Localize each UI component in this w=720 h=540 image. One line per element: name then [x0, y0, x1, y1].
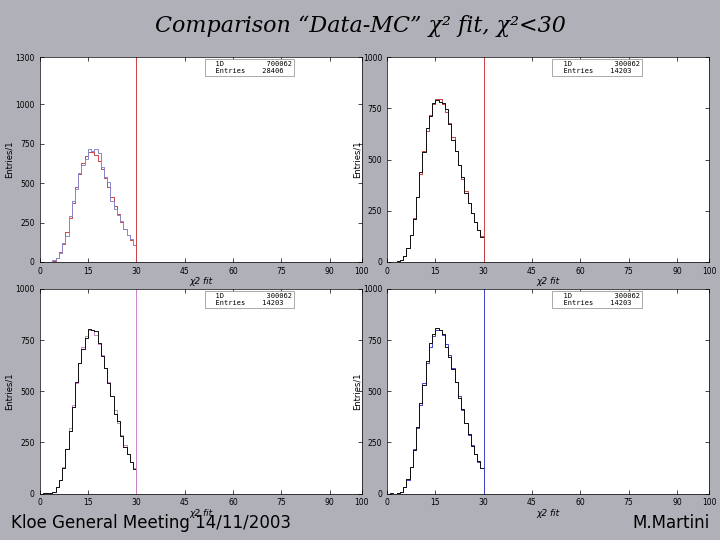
- X-axis label: χ2 fit: χ2 fit: [536, 277, 559, 286]
- Text: Kloe General Meeting 14/11/2003: Kloe General Meeting 14/11/2003: [11, 514, 291, 532]
- X-axis label: χ2 fit: χ2 fit: [189, 277, 212, 286]
- Text: 1D          300062
  Entries    14203: 1D 300062 Entries 14203: [554, 62, 639, 75]
- Text: 1D          700062
  Entries    28406: 1D 700062 Entries 28406: [207, 62, 292, 75]
- Y-axis label: Entries/1: Entries/1: [352, 373, 361, 410]
- X-axis label: χ2 fit: χ2 fit: [189, 509, 212, 518]
- Y-axis label: Entries/1: Entries/1: [5, 373, 14, 410]
- Text: Comparison “Data-MC” χ² fit, χ²<30: Comparison “Data-MC” χ² fit, χ²<30: [155, 15, 565, 37]
- Y-axis label: Entries/1: Entries/1: [5, 141, 14, 178]
- Y-axis label: Entries/1: Entries/1: [352, 141, 361, 178]
- Text: 1D          300062
  Entries    14203: 1D 300062 Entries 14203: [207, 293, 292, 306]
- Text: 1D          300062
  Entries    14203: 1D 300062 Entries 14203: [554, 293, 639, 306]
- X-axis label: χ2 fit: χ2 fit: [536, 509, 559, 518]
- Text: M.Martini: M.Martini: [632, 514, 709, 532]
